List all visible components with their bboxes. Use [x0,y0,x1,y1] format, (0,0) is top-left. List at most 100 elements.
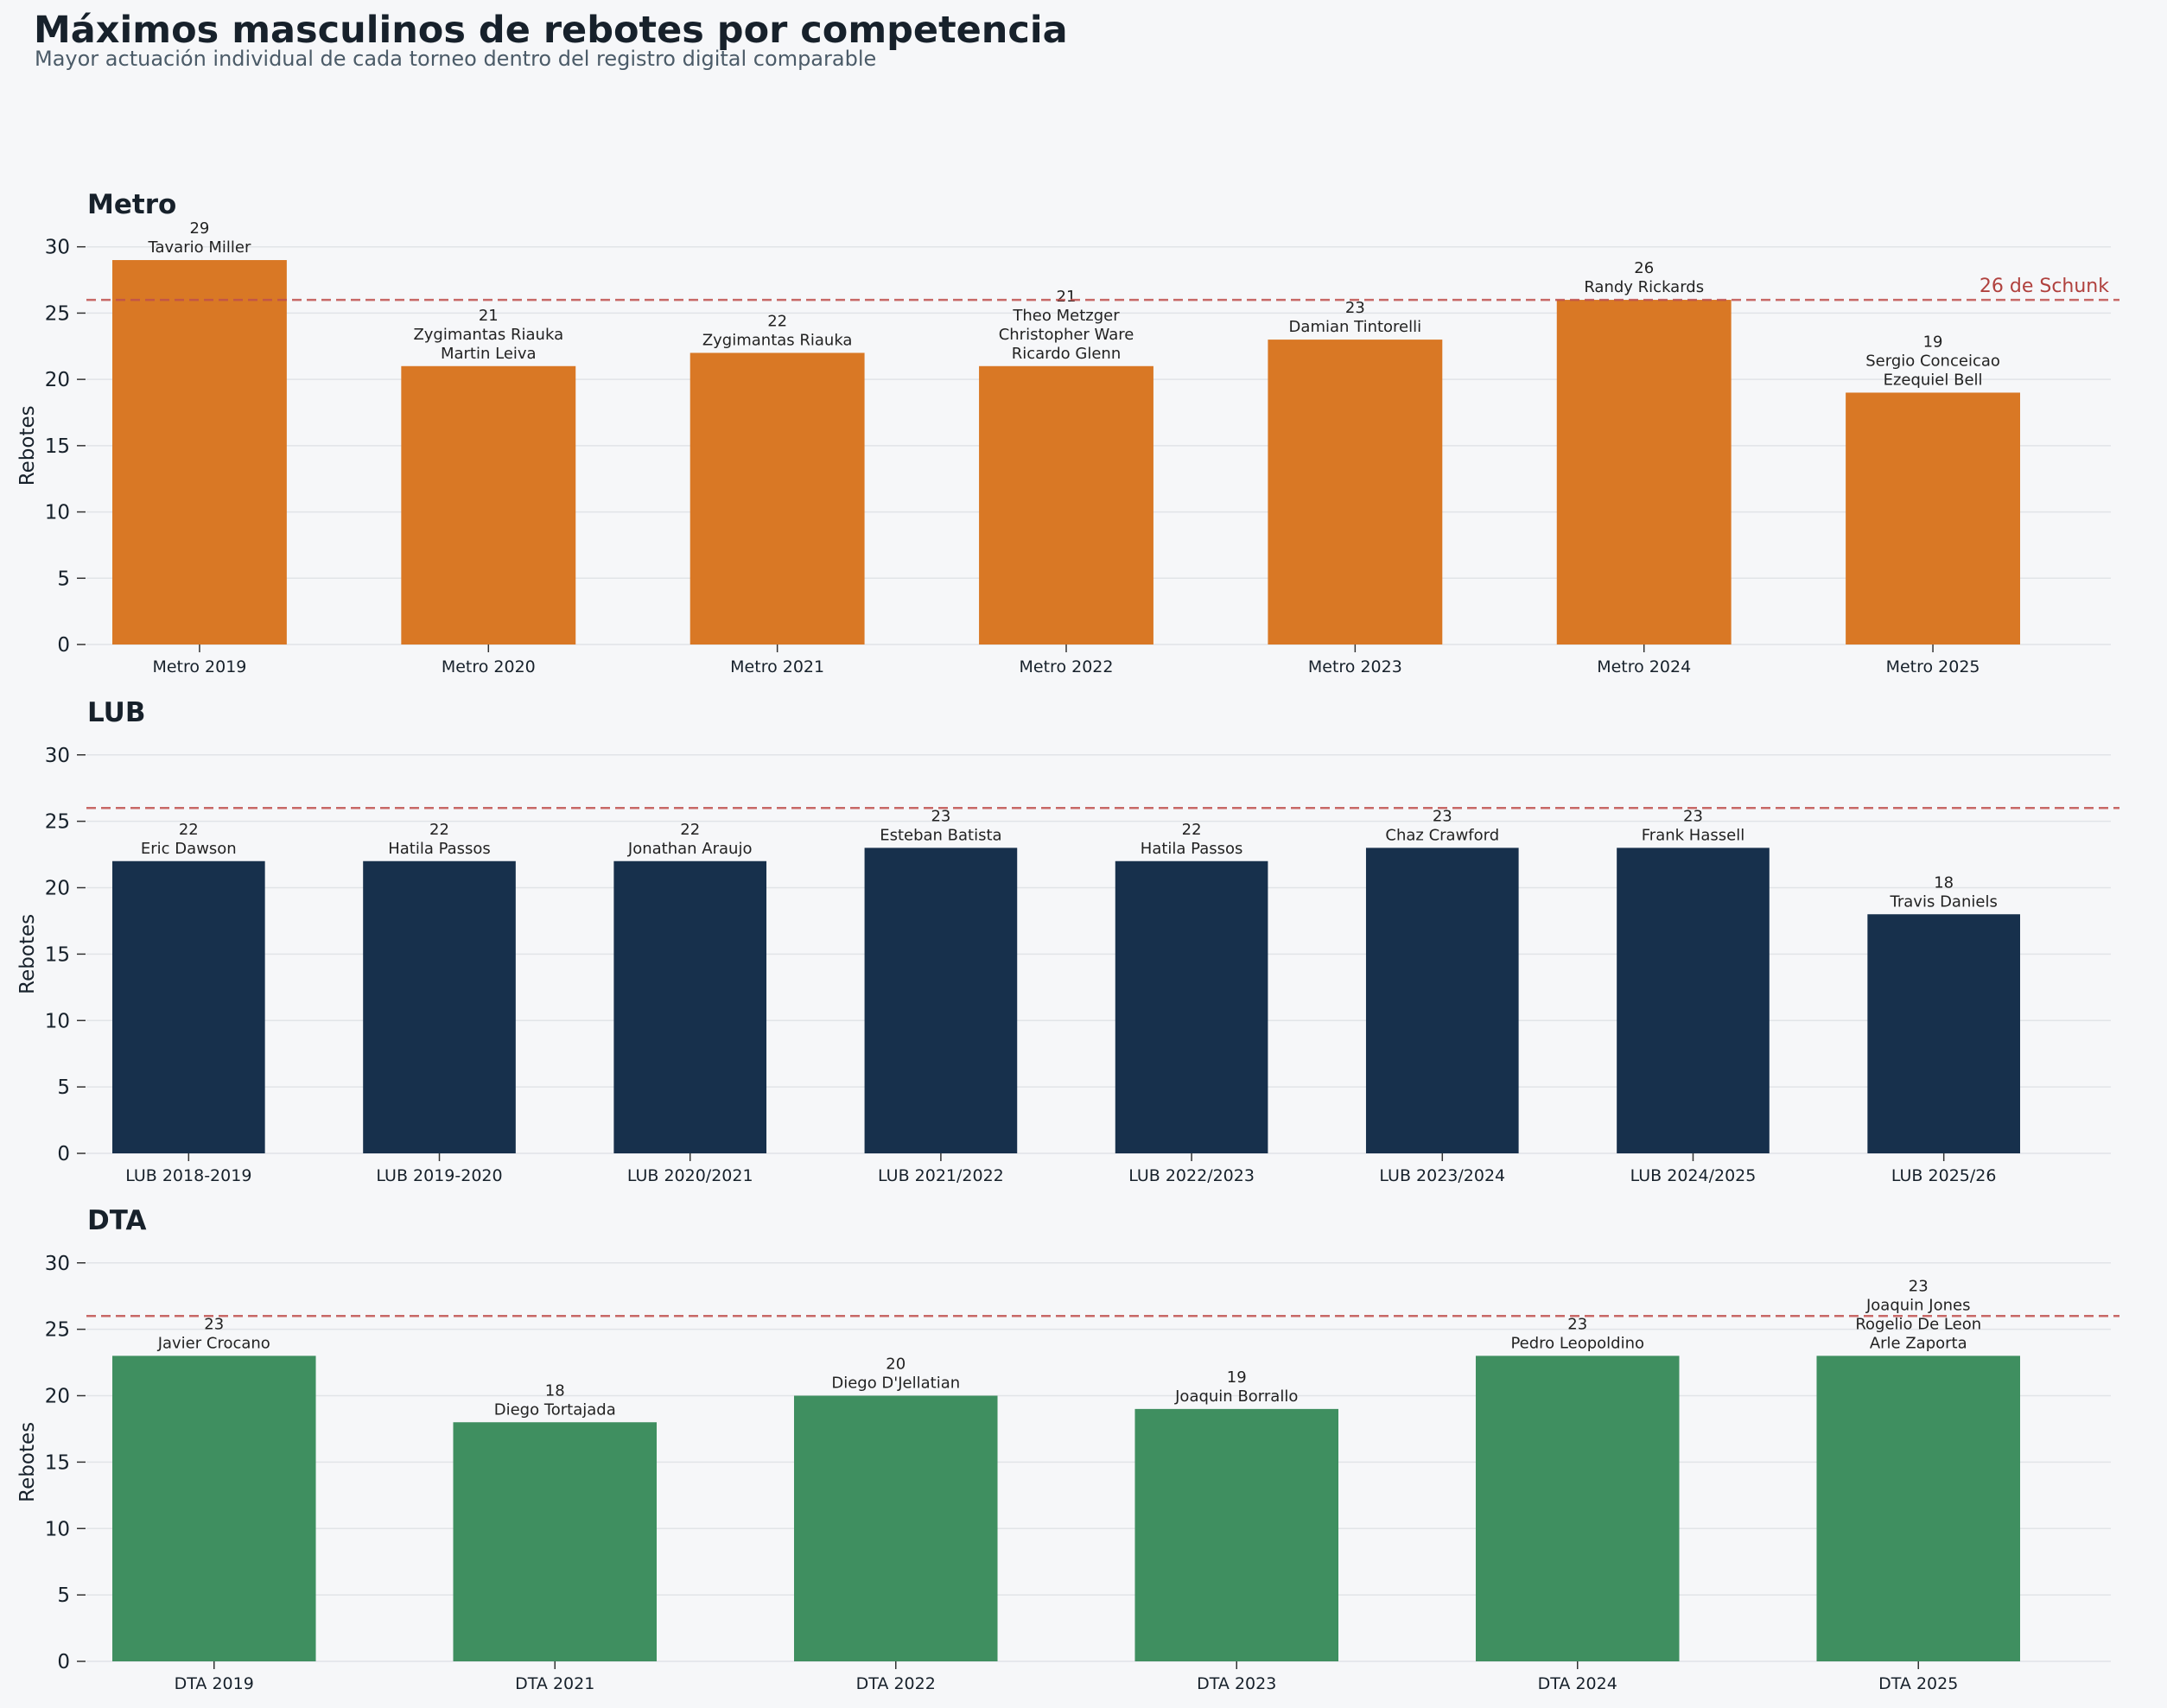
x-tick-label: LUB 2022/2023 [1128,1166,1255,1185]
bar [112,260,287,644]
x-tick-label: DTA 2023 [1197,1674,1276,1693]
y-tick-label: 15 [45,435,70,458]
x-tick-label: LUB 2018-2019 [125,1166,251,1185]
y-tick-label: 10 [45,1518,70,1540]
bar-value-label: 21 [479,307,499,325]
y-tick-label: 20 [45,878,70,900]
bar-value-label: 22 [680,821,700,839]
y-tick-label: 10 [45,1010,70,1032]
bar-player-label: Damian Tintorelli [1289,318,1422,336]
bar-player-label: Sergio Conceicao [1865,352,2000,370]
y-tick-label: 5 [57,568,70,590]
bar [1867,914,2020,1153]
bar [979,365,1153,644]
bar-player-label: Frank Hassell [1642,826,1744,844]
y-tick-label: 0 [57,634,70,657]
y-axis-label: Rebotes [16,1422,39,1502]
bar-player-label: Randy Rickards [1584,278,1704,296]
x-tick-label: LUB 2019-2020 [376,1166,502,1185]
bar-value-label: 23 [1345,299,1365,317]
x-tick-label: LUB 2021/2022 [878,1166,1004,1185]
y-axis-label: Rebotes [16,914,39,994]
x-tick-label: DTA 2019 [175,1674,254,1693]
bar-value-label: 19 [1227,1368,1247,1387]
bar-player-label: Eric Dawson [141,840,237,858]
bar [112,860,265,1153]
panel-metro: Metro Rebotes 0 5 10 15 20 25 30 Metro 2019 29Tava… [16,189,2119,676]
bar-value-label: 23 [1683,807,1703,825]
y-tick-label: 20 [45,369,70,391]
y-tick-label: 0 [57,1651,70,1673]
y-axis-label: Rebotes [16,405,39,486]
bar [1846,392,2020,644]
bar-player-label: Travis Daniels [1890,892,1998,911]
bar [1475,1356,1680,1661]
y-tick-label: 0 [57,1143,70,1165]
bar-player-label: Zygimantas Riauka [413,326,563,344]
bar-player-label: Joaquin Jones [1865,1296,1971,1314]
bar [1268,340,1443,644]
bar [1134,1408,1339,1661]
x-tick-label: Metro 2020 [442,657,536,676]
y-tick-label: 5 [57,1584,70,1607]
bar [613,860,767,1153]
bar [1556,300,1732,644]
bar-player-label: Diego D'Jellatian [831,1375,960,1393]
x-tick-label: DTA 2021 [515,1674,594,1693]
panel-title: DTA [87,1205,146,1236]
x-tick-label: Metro 2024 [1597,657,1691,676]
bar [690,352,865,644]
y-tick-label: 5 [57,1076,70,1099]
x-tick-label: DTA 2022 [856,1674,936,1693]
bar [1816,1356,2020,1661]
bar [1617,848,1770,1153]
bar-player-label: Ezequiel Bell [1884,371,1983,389]
y-tick-label: 15 [45,943,70,966]
x-tick-label: DTA 2024 [1538,1674,1617,1693]
bar-player-label: Theo Metzger [1012,307,1120,325]
bar-value-label: 23 [1909,1277,1929,1295]
y-tick-label: 25 [45,1319,70,1342]
bar-value-label: 26 [1634,259,1654,277]
bar-value-label: 23 [1567,1315,1587,1333]
x-tick-label: Metro 2021 [730,657,824,676]
y-tick-label: 15 [45,1451,70,1474]
y-tick-label: 25 [45,811,70,834]
x-tick-label: DTA 2025 [1878,1674,1958,1693]
bar-player-label: Arle Zaporta [1870,1334,1967,1352]
bar-player-label: Martin Leiva [441,345,537,363]
bar-value-label: 22 [1182,821,1202,839]
bar-player-label: Esteban Batista [880,826,1001,844]
bar [864,848,1018,1153]
bar-player-label: Ricardo Glenn [1012,345,1122,363]
x-tick-label: Metro 2025 [1886,657,1980,676]
bar-value-label: 18 [545,1381,565,1400]
bar [401,365,576,644]
bar-value-label: 21 [1057,288,1077,306]
x-tick-label: LUB 2020/2021 [627,1166,753,1185]
x-tick-label: Metro 2023 [1308,657,1402,676]
bar-player-label: Hatila Passos [388,840,491,858]
bar-player-label: Javier Crocano [157,1334,270,1352]
chart-title: Máximos masculinos de rebotes por compet… [34,9,1068,52]
bar-value-label: 20 [886,1356,906,1374]
bar [1115,860,1268,1153]
y-tick-label: 30 [45,745,70,767]
y-tick-label: 30 [45,237,70,259]
bar [363,860,516,1153]
bar-value-label: 23 [931,807,950,825]
bar-player-label: Joaquin Borrallo [1174,1387,1298,1406]
chart-subtitle: Mayor actuación individual de cada torne… [35,47,877,71]
bar [793,1395,998,1661]
bar-player-label: Rogelio De Leon [1855,1315,1981,1333]
bar [453,1422,658,1661]
x-tick-label: LUB 2023/2024 [1379,1166,1505,1185]
x-tick-label: LUB 2025/26 [1891,1166,1997,1185]
bar-value-label: 18 [1934,873,1954,892]
y-tick-label: 10 [45,502,70,524]
bar-value-label: 22 [179,821,199,839]
bar-player-label: Zygimantas Riauka [702,331,853,349]
bar-value-label: 29 [189,219,209,238]
